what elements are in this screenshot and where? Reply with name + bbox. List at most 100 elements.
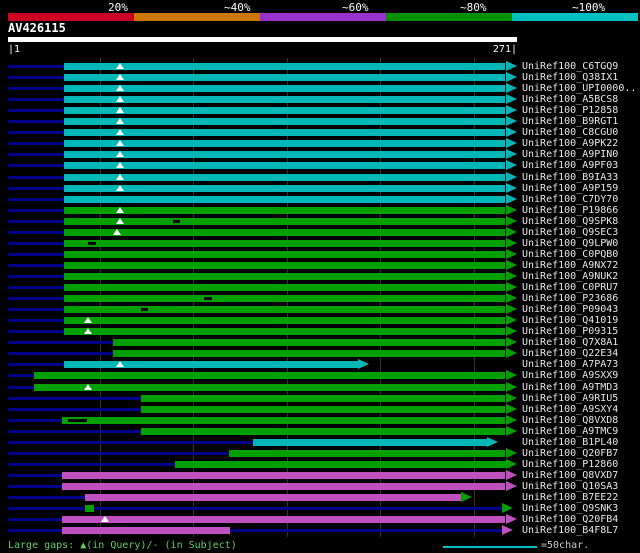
subject-label[interactable]: UniRef100_Q7X8A1 — [522, 337, 619, 349]
subject-label[interactable]: UniRef100_Q10SA3 — [522, 480, 619, 492]
subject-label[interactable]: UniRef100_Q9LPW0 — [522, 237, 619, 249]
alignment-bar[interactable] — [64, 184, 506, 192]
subject-label[interactable]: UniRef100_A9PIN0 — [522, 149, 619, 161]
subject-label[interactable]: UniRef100_Q9SNK3 — [522, 503, 619, 514]
alignment-bar[interactable] — [62, 516, 506, 523]
alignment-bar[interactable] — [228, 449, 506, 457]
alignment-bar[interactable] — [64, 239, 506, 247]
arrowhead-icon — [505, 160, 517, 171]
alignment-bar[interactable] — [64, 228, 506, 236]
subject-label[interactable]: UniRef100_B1PL40 — [522, 436, 619, 448]
subject-label[interactable]: UniRef100_A7PA73 — [522, 359, 619, 371]
subject-label[interactable]: UniRef100_A9PK22 — [522, 138, 619, 150]
subject-overhang-line — [8, 175, 65, 179]
alignment-bar[interactable] — [112, 339, 506, 347]
alignment-bar[interactable] — [64, 361, 358, 369]
alignment-bar[interactable] — [174, 460, 506, 468]
subject-label[interactable]: UniRef100_A9TMC9 — [522, 425, 619, 437]
alignment-bar[interactable] — [64, 295, 506, 303]
alignment-bar[interactable] — [64, 173, 506, 181]
subject-label[interactable]: UniRef100_Q41019 — [522, 315, 619, 327]
subject-label[interactable]: UniRef100_A9TMD3 — [522, 381, 619, 393]
subject-overhang-line — [8, 153, 65, 157]
alignment-bar[interactable] — [64, 250, 506, 258]
subject-label[interactable]: UniRef100_C0PRU7 — [522, 282, 619, 293]
query-gap-triangle-icon — [84, 328, 93, 335]
subject-label[interactable]: UniRef100_A5BCS8 — [522, 94, 619, 106]
alignment-row: UniRef100_Q38IX1 — [0, 72, 640, 83]
alignment-bar[interactable] — [64, 328, 506, 336]
alignment-bar[interactable] — [64, 74, 506, 81]
subject-label[interactable]: UniRef100_Q8VXD7 — [522, 469, 619, 481]
alignment-bar[interactable] — [64, 118, 506, 126]
subject-label[interactable]: UniRef100_P09043 — [522, 304, 619, 316]
alignment-bar[interactable] — [140, 394, 506, 402]
subject-label[interactable]: UniRef100_A9RIU5 — [522, 392, 619, 404]
alignment-bar[interactable] — [140, 427, 506, 435]
subject-label[interactable]: UniRef100_P09315 — [522, 326, 619, 338]
subject-label[interactable]: UniRef100_B9IA33 — [522, 171, 619, 183]
subject-label[interactable]: UniRef100_B7EE22 — [522, 492, 619, 503]
subject-label[interactable]: UniRef100_B9RGT1 — [522, 116, 619, 128]
alignment-bar[interactable] — [64, 317, 506, 325]
subject-label[interactable]: UniRef100_P23686 — [522, 293, 619, 305]
subject-label[interactable]: UniRef100_P19866 — [522, 204, 619, 216]
alignment-bar[interactable] — [62, 416, 506, 424]
subject-label[interactable]: UniRef100_Q9SEC3 — [522, 226, 619, 238]
alignment-bar[interactable] — [64, 217, 506, 225]
arrowhead-icon — [505, 447, 517, 458]
alignment-bar[interactable] — [34, 372, 506, 380]
alignment-bar[interactable] — [34, 383, 506, 391]
alignment-bar[interactable] — [64, 206, 506, 214]
alignment-bar[interactable] — [62, 471, 506, 479]
subject-label[interactable]: UniRef100_Q20FB4 — [522, 514, 619, 525]
query-gap-triangle-icon — [116, 74, 125, 80]
subject-label[interactable]: UniRef100_A9PF03 — [522, 160, 619, 172]
alignment-bar[interactable] — [64, 129, 506, 137]
subject-label[interactable]: UniRef100_P12858 — [522, 105, 619, 117]
subject-label[interactable]: UniRef100_C6TGQ9 — [522, 61, 619, 72]
subject-label[interactable]: UniRef100_Q9SPK8 — [522, 215, 619, 227]
alignment-bar[interactable] — [253, 438, 487, 446]
subject-label[interactable]: UniRef100_Q22E34 — [522, 348, 619, 360]
arrowhead-icon — [505, 469, 517, 480]
subject-label[interactable]: UniRef100_A9SXX9 — [522, 370, 619, 382]
arrowhead-icon — [505, 514, 517, 524]
subject-label[interactable]: UniRef100_A9NUK2 — [522, 271, 619, 282]
alignment-row: UniRef100_A9SXX9 — [0, 370, 640, 381]
subject-label[interactable]: UniRef100_C8CGU0 — [522, 127, 619, 139]
alignment-bar[interactable] — [64, 107, 506, 115]
alignment-bar[interactable] — [64, 306, 506, 314]
subject-label[interactable]: UniRef100_Q20FB7 — [522, 447, 619, 459]
alignment-bar[interactable] — [64, 96, 506, 104]
subject-overhang-line — [8, 385, 35, 389]
subject-label[interactable]: UniRef100_Q8VXD8 — [522, 414, 619, 426]
subject-label[interactable]: UniRef100_A9P159 — [522, 182, 619, 194]
subject-label[interactable]: UniRef100_C7DY70 — [522, 193, 619, 205]
alignment-bar[interactable] — [64, 63, 506, 70]
alignment-bar[interactable] — [62, 527, 231, 535]
subject-label[interactable]: UniRef100_B4F8L7 — [522, 525, 619, 537]
alignment-bar[interactable] — [64, 151, 506, 159]
alignment-bar[interactable] — [62, 482, 506, 490]
alignment-bar[interactable] — [64, 284, 506, 291]
subject-label[interactable]: UniRef100_UPI0000.. — [522, 83, 637, 95]
subject-label[interactable]: UniRef100_C0PQB0 — [522, 248, 619, 260]
arrowhead-icon — [505, 149, 517, 160]
subject-label[interactable]: UniRef100_A9NX72 — [522, 259, 619, 271]
alignment-bar[interactable] — [84, 494, 461, 501]
alignment-bar[interactable] — [64, 261, 506, 269]
subject-label[interactable]: UniRef100_Q38IX1 — [522, 72, 619, 83]
scale-label: =50char. — [541, 540, 590, 551]
alignment-bar[interactable] — [84, 505, 95, 512]
alignment-bar[interactable] — [64, 162, 506, 170]
alignment-bar[interactable] — [64, 140, 506, 148]
alignment-bar[interactable] — [112, 350, 506, 358]
subject-label[interactable]: UniRef100_A9SXY4 — [522, 403, 619, 415]
alignment-bar[interactable] — [140, 405, 506, 413]
alignment-bar[interactable] — [64, 85, 506, 93]
alignment-bar[interactable] — [64, 195, 506, 203]
alignment-bar[interactable] — [64, 273, 506, 280]
subject-overhang-line — [8, 186, 65, 190]
subject-label[interactable]: UniRef100_P12860 — [522, 458, 619, 470]
